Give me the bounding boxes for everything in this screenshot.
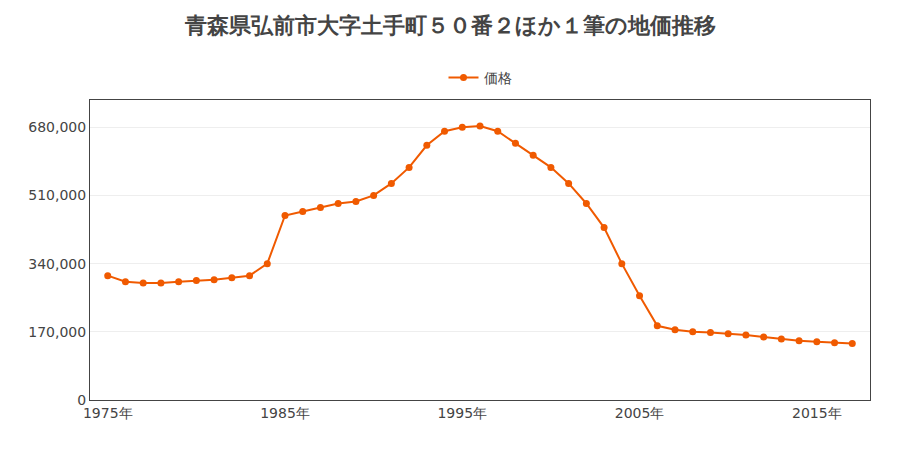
svg-text:2015年: 2015年 — [792, 405, 842, 421]
svg-text:680,000: 680,000 — [28, 119, 86, 135]
svg-text:青森県弘前市大字土手町５０番２ほか１筆の地価推移: 青森県弘前市大字土手町５０番２ほか１筆の地価推移 — [184, 13, 716, 38]
svg-text:170,000: 170,000 — [28, 324, 86, 340]
svg-text:価格: 価格 — [484, 70, 512, 86]
svg-text:1975年: 1975年 — [83, 405, 133, 421]
svg-text:2005年: 2005年 — [615, 405, 665, 421]
svg-text:510,000: 510,000 — [28, 187, 86, 203]
svg-text:1985年: 1985年 — [260, 405, 310, 421]
svg-text:1995年: 1995年 — [437, 405, 487, 421]
svg-text:340,000: 340,000 — [28, 256, 86, 272]
svg-text:0: 0 — [77, 392, 86, 408]
